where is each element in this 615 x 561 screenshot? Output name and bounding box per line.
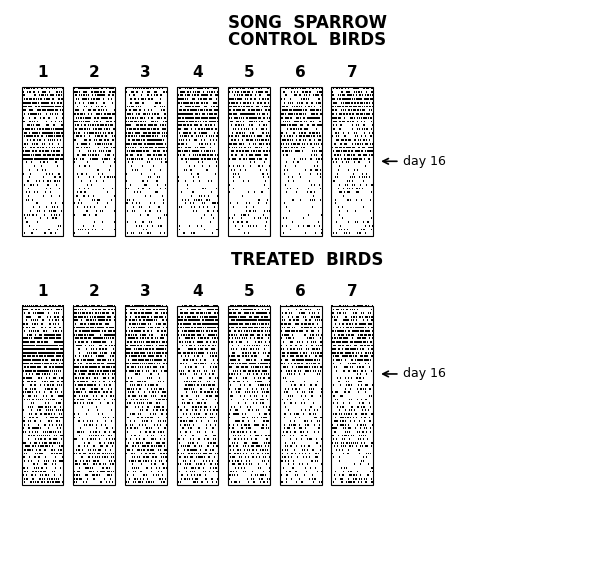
Text: 7: 7 — [347, 65, 358, 80]
Text: 3: 3 — [140, 284, 151, 299]
Bar — [73, 87, 115, 236]
Text: 5: 5 — [244, 284, 255, 299]
Text: 2: 2 — [89, 65, 100, 80]
Bar — [22, 87, 63, 236]
Text: 6: 6 — [295, 284, 306, 299]
Text: 1: 1 — [37, 284, 48, 299]
Bar — [73, 306, 115, 485]
Text: 5: 5 — [244, 65, 255, 80]
Bar — [228, 87, 270, 236]
Text: TREATED  BIRDS: TREATED BIRDS — [231, 251, 384, 269]
Bar — [177, 306, 218, 485]
Bar — [280, 306, 322, 485]
Text: 4: 4 — [192, 284, 203, 299]
Text: day 16: day 16 — [403, 155, 446, 168]
Bar — [22, 306, 63, 485]
Bar — [177, 87, 218, 236]
Text: CONTROL  BIRDS: CONTROL BIRDS — [228, 31, 387, 49]
Text: 1: 1 — [37, 65, 48, 80]
Bar — [125, 306, 167, 485]
Text: 4: 4 — [192, 65, 203, 80]
Text: 2: 2 — [89, 284, 100, 299]
Text: 3: 3 — [140, 65, 151, 80]
Bar — [331, 87, 373, 236]
Bar — [228, 306, 270, 485]
Bar — [331, 306, 373, 485]
Bar — [125, 87, 167, 236]
Text: 6: 6 — [295, 65, 306, 80]
Text: day 16: day 16 — [403, 367, 446, 380]
Text: 7: 7 — [347, 284, 358, 299]
Text: SONG  SPARROW: SONG SPARROW — [228, 14, 387, 32]
Bar — [280, 87, 322, 236]
